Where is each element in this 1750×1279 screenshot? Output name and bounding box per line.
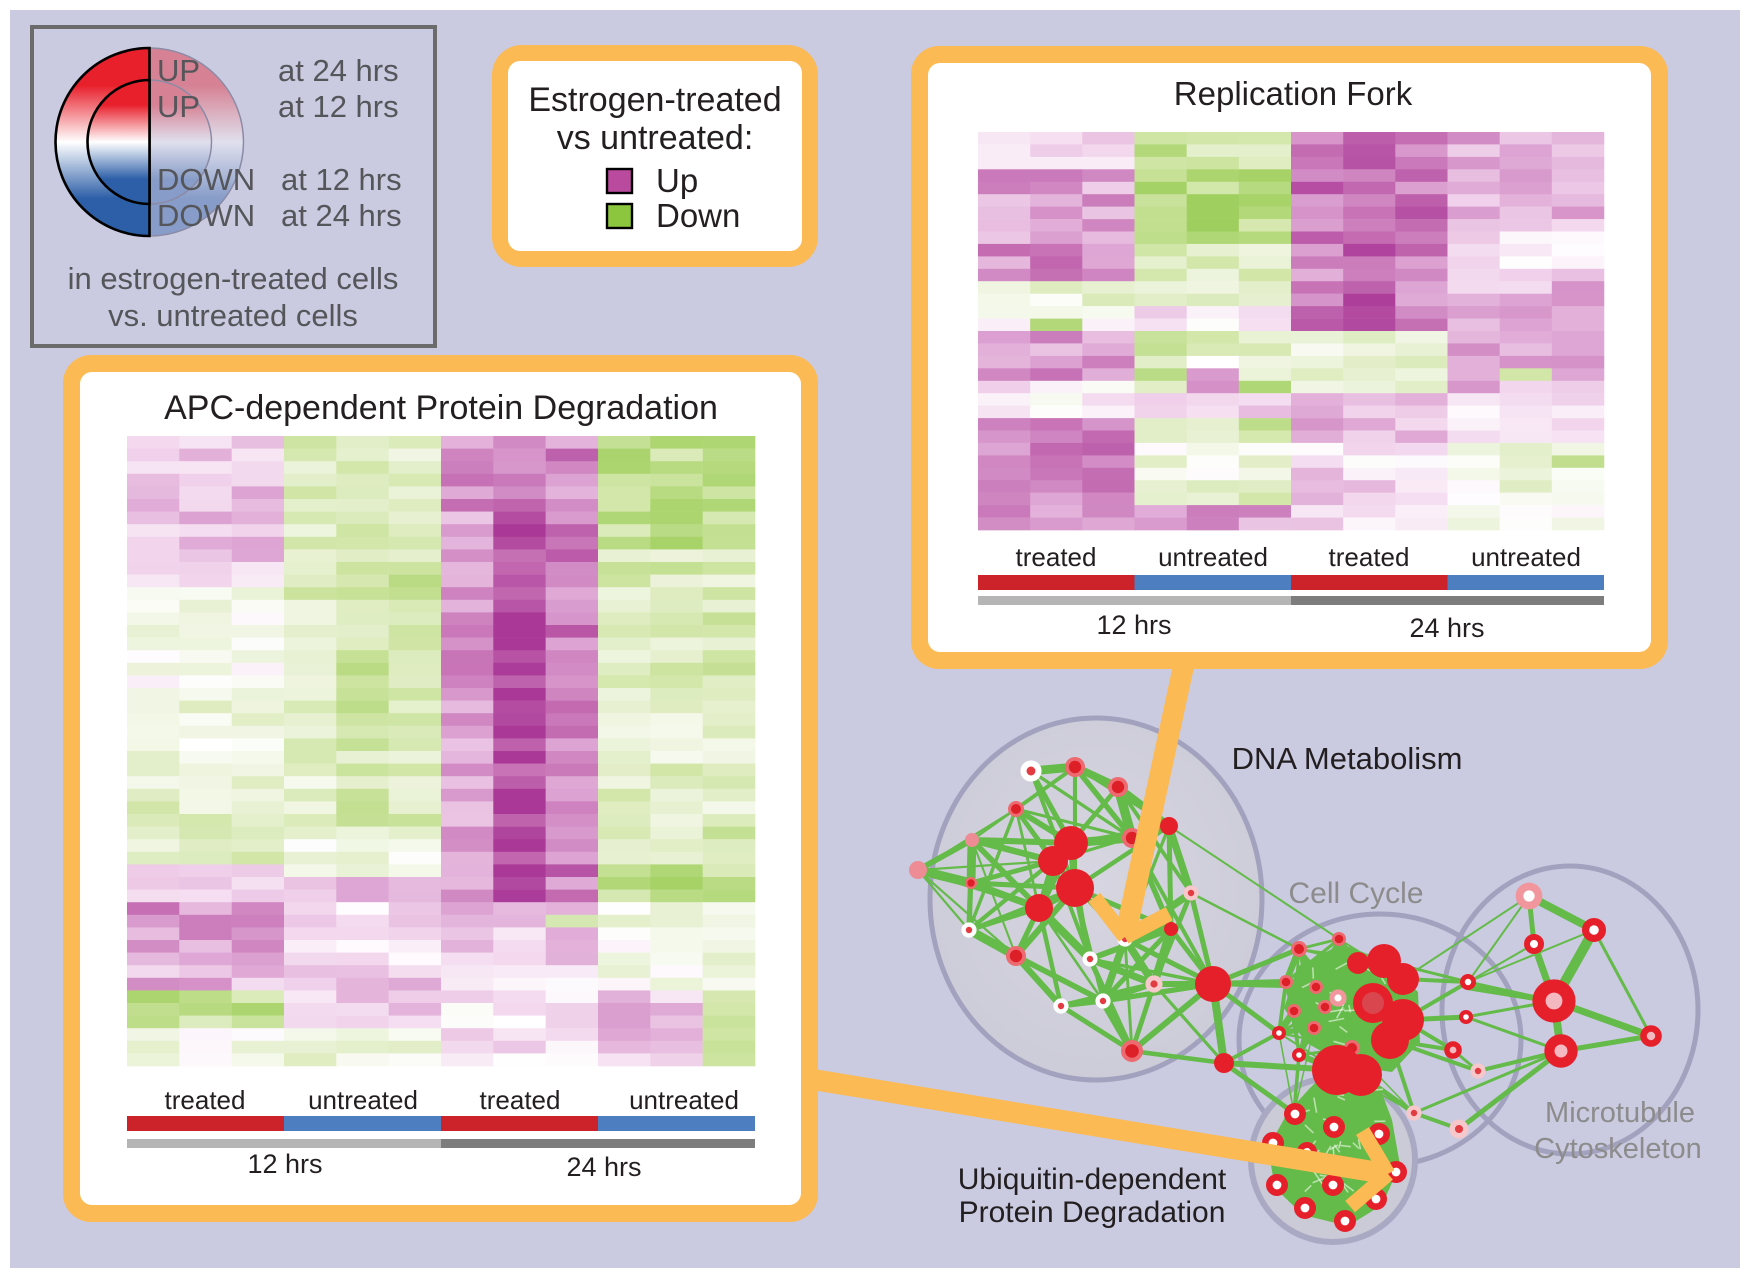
svg-text:Cytoskeleton: Cytoskeleton — [1534, 1133, 1702, 1165]
svg-text:treated: treated — [480, 1085, 561, 1115]
svg-text:Cell Cycle: Cell Cycle — [1288, 877, 1423, 910]
svg-text:at 12 hrs: at 12 hrs — [278, 89, 399, 124]
svg-text:Estrogen-treated: Estrogen-treated — [528, 81, 781, 119]
svg-text:treated: treated — [1329, 542, 1410, 572]
svg-text:24 hrs: 24 hrs — [566, 1152, 641, 1182]
svg-text:UP: UP — [157, 89, 200, 124]
svg-text:12 hrs: 12 hrs — [247, 1149, 322, 1179]
svg-text:Replication Fork: Replication Fork — [1174, 75, 1413, 112]
svg-text:Microtubule: Microtubule — [1545, 1097, 1695, 1129]
svg-text:at 24 hrs: at 24 hrs — [281, 198, 402, 233]
svg-text:untreated: untreated — [1158, 542, 1268, 572]
svg-text:UP: UP — [157, 53, 200, 88]
svg-text:Ubiquitin-dependent: Ubiquitin-dependent — [958, 1163, 1227, 1196]
svg-text:12 hrs: 12 hrs — [1096, 610, 1171, 640]
svg-text:vs untreated:: vs untreated: — [557, 119, 754, 157]
svg-text:at 12 hrs: at 12 hrs — [281, 162, 402, 197]
svg-text:24 hrs: 24 hrs — [1409, 613, 1484, 643]
svg-text:vs. untreated cells: vs. untreated cells — [108, 298, 358, 333]
svg-text:at 24 hrs: at 24 hrs — [278, 53, 399, 88]
svg-text:in estrogen-treated cells: in estrogen-treated cells — [68, 261, 399, 296]
svg-text:treated: treated — [165, 1085, 246, 1115]
svg-text:DOWN: DOWN — [157, 198, 255, 233]
svg-text:APC-dependent Protein Degradat: APC-dependent Protein Degradation — [164, 389, 718, 427]
svg-text:Protein Degradation: Protein Degradation — [959, 1196, 1226, 1229]
svg-text:Down: Down — [656, 197, 740, 234]
svg-text:Up: Up — [656, 162, 698, 199]
svg-text:DOWN: DOWN — [157, 162, 255, 197]
svg-text:untreated: untreated — [629, 1085, 739, 1115]
svg-text:untreated: untreated — [1471, 542, 1581, 572]
svg-text:untreated: untreated — [308, 1085, 418, 1115]
svg-text:DNA Metabolism: DNA Metabolism — [1232, 741, 1463, 776]
svg-text:treated: treated — [1016, 542, 1097, 572]
